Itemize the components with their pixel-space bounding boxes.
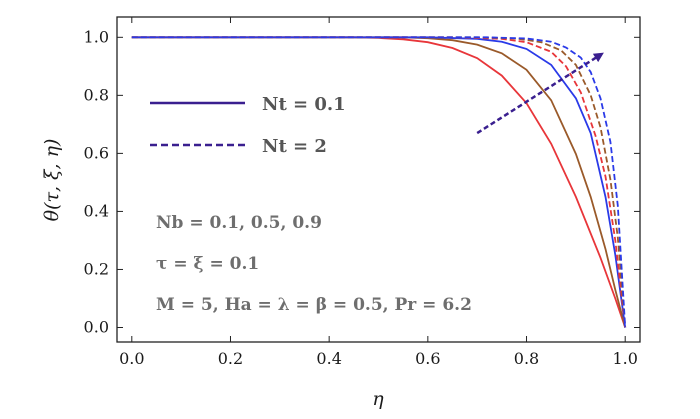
- x-axis-title: η: [372, 388, 384, 410]
- trend-arrow: [476, 52, 604, 135]
- legend-label-nt-0-1: Nt = 0.1: [262, 94, 346, 115]
- annotations: Nb = 0.1, 0.5, 0.9 τ = ξ = 0.1 M = 5, Ha…: [156, 213, 472, 315]
- series-group: [131, 36, 627, 328]
- y-tick-label: 0.2: [84, 259, 109, 278]
- series-line-2: [131, 36, 627, 328]
- x-tick-label: 0.0: [119, 349, 144, 368]
- y-tick-label: 1.0: [84, 27, 109, 46]
- x-tick-label: 0.6: [415, 349, 440, 368]
- x-tick-label: 1.0: [612, 349, 637, 368]
- series-line-6: [131, 36, 627, 328]
- x-tick-label: 0.2: [218, 349, 243, 368]
- series-line-4: [131, 36, 627, 328]
- x-ticks: 0.0 0.2 0.4 0.6 0.8 1.0: [119, 17, 638, 368]
- annotation-nb: Nb = 0.1, 0.5, 0.9: [156, 213, 322, 233]
- x-tick-label: 0.4: [316, 349, 341, 368]
- series-line-1: [131, 36, 627, 328]
- annotation-tau-xi: τ = ξ = 0.1: [156, 254, 259, 274]
- series-line-3: [131, 36, 627, 328]
- legend-label-nt-2: Nt = 2: [262, 136, 327, 157]
- series-line-5: [131, 36, 627, 328]
- y-tick-label: 0.8: [84, 85, 109, 104]
- y-tick-label: 0.4: [84, 201, 109, 220]
- x-tick-label: 0.8: [514, 349, 539, 368]
- y-tick-label: 0.0: [84, 317, 109, 336]
- legend: Nt = 0.1 Nt = 2: [150, 94, 346, 157]
- plot-frame: [116, 16, 641, 343]
- y-axis-title: θ(τ, ξ, η): [41, 139, 63, 222]
- annotation-parameters: M = 5, Ha = λ = β = 0.5, Pr = 6.2: [156, 295, 472, 315]
- y-ticks: 0.0 0.2 0.4 0.6 0.8 1.0: [84, 27, 640, 336]
- y-tick-label: 0.6: [84, 143, 109, 162]
